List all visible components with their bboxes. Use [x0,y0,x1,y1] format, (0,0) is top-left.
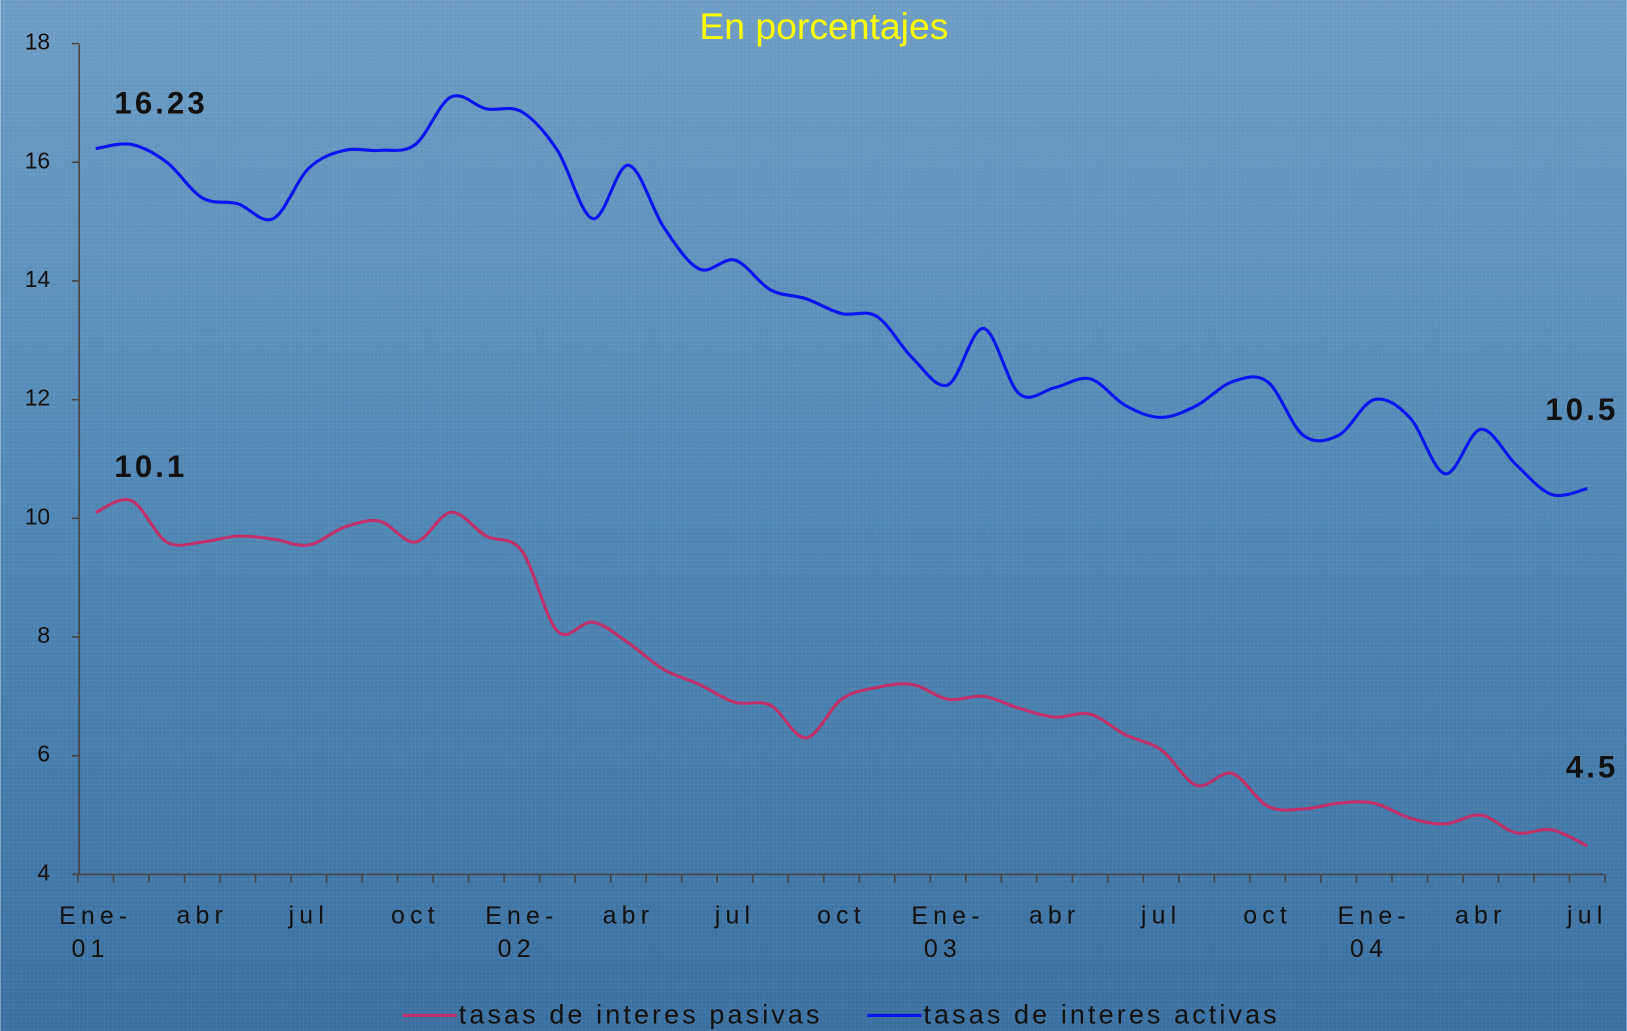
x-tick-label: abr [603,901,655,929]
legend-label: tasas de interes activas [923,1000,1279,1030]
data-label: 16.23 [114,85,207,120]
x-tick-label: jul [1566,901,1607,929]
x-tick-label: abr [1455,901,1507,929]
series-line [95,497,1588,848]
y-tick-label: 8 [37,622,50,648]
chart-title: En porcentajes [699,5,948,47]
x-tick-label: Ene-01 [59,901,132,962]
y-tick-label: 14 [25,266,51,292]
x-tick-label: jul [714,901,755,929]
data-label: 4.5 [1566,749,1619,784]
y-tick-label: 18 [25,29,50,55]
y-tick-label: 16 [25,147,50,173]
y-tick-label: 4 [37,859,50,885]
x-tick-label: jul [288,901,329,929]
x-tick-label: oct [817,901,866,929]
data-label: 10.1 [114,449,187,484]
y-tick-label: 12 [25,385,50,411]
x-tick-label: oct [1243,901,1292,929]
x-tick-label: abr [177,901,229,929]
y-tick-label: 6 [37,741,50,767]
y-tick-label: 10 [25,503,50,529]
x-tick-label: Ene-04 [1338,901,1411,962]
x-tick-label: Ene-02 [485,901,558,962]
x-tick-label: oct [391,901,440,929]
x-tick-label: Ene-03 [911,901,984,962]
x-tick-label: abr [1029,901,1081,929]
x-tick-label: jul [1140,901,1181,929]
series-line [95,94,1588,498]
legend-label: tasas de interes pasivas [459,1000,823,1030]
data-label: 10.5 [1545,392,1618,427]
